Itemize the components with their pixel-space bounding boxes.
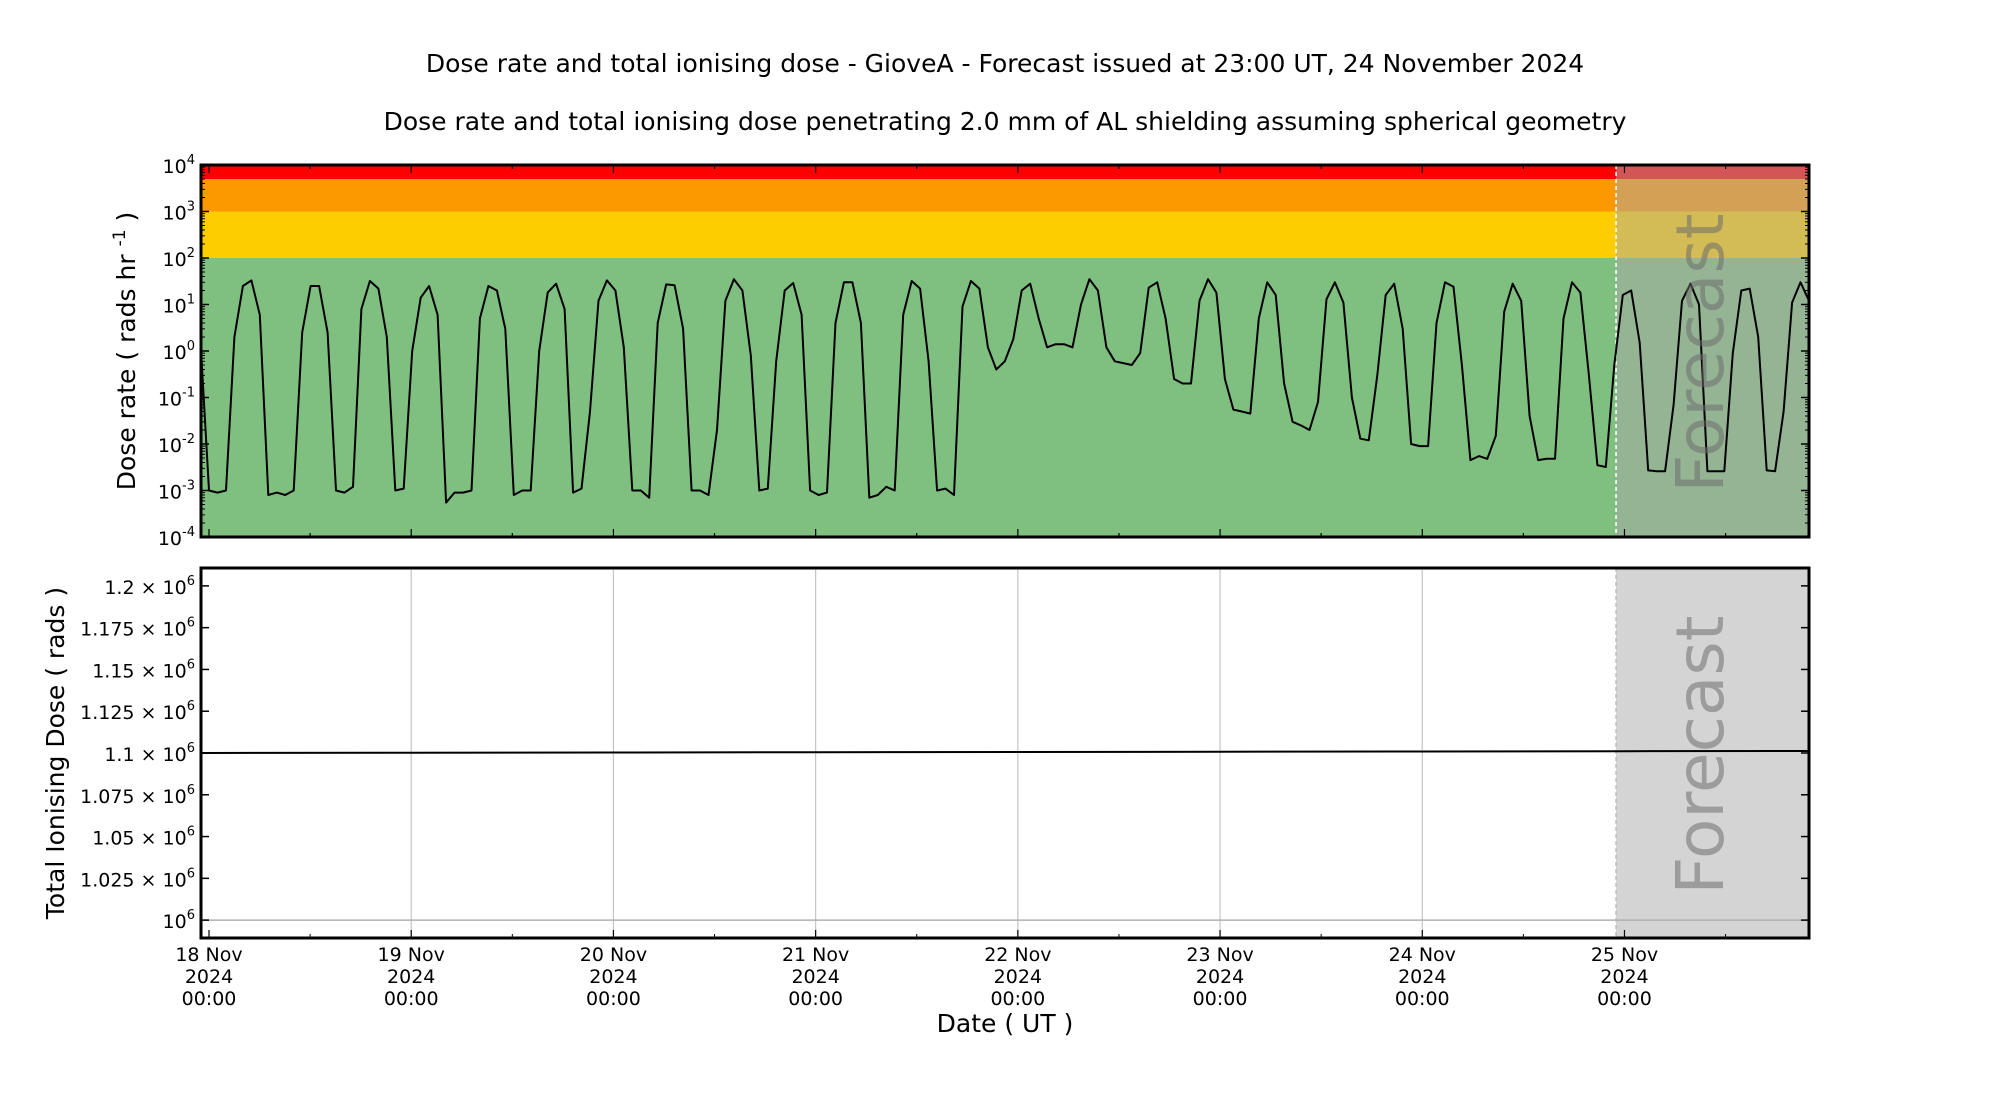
y-tick-label: 1.2 × 106 xyxy=(104,574,195,599)
y-tick-label: 1.125 × 106 xyxy=(80,699,195,724)
y-tick-label: 10-2 xyxy=(158,432,195,457)
y-tick-label: 1.175 × 106 xyxy=(80,616,195,641)
chart-title: Dose rate and total ionising dose - Giov… xyxy=(426,49,1584,78)
y-tick-label: 106 xyxy=(163,908,195,933)
x-tick-label: 00:00 xyxy=(1597,988,1652,1010)
y-axis-label: Total Ionising Dose ( rads ) xyxy=(41,587,70,920)
band-yellow xyxy=(201,211,1809,258)
y-tick-label: 100 xyxy=(163,339,195,364)
x-tick-label: 00:00 xyxy=(1395,988,1450,1010)
x-tick-label: 2024 xyxy=(589,966,637,988)
y-tick-label: 1.1 × 106 xyxy=(104,741,195,766)
y-tick-label: 10-4 xyxy=(158,525,195,550)
forecast-overlay xyxy=(1616,568,1809,938)
chart-subtitle: Dose rate and total ionising dose penetr… xyxy=(384,107,1627,136)
x-tick-label: 00:00 xyxy=(1193,988,1248,1010)
x-tick-label: 2024 xyxy=(1398,966,1446,988)
dose-rate-series-line xyxy=(199,278,1810,504)
dose-rate-panel: Forecast 104 103 102 101 100 10-1 10-2 10-3 10-4 D… xyxy=(110,153,1811,550)
x-tick-label: 24 Nov xyxy=(1389,944,1456,966)
plot-frame xyxy=(199,163,1811,539)
y-tick-label: 1.15 × 106 xyxy=(92,657,195,682)
x-axis-label: Date ( UT ) xyxy=(937,1009,1074,1038)
x-tick-label: 00:00 xyxy=(990,988,1045,1010)
x-tick-label: 19 Nov xyxy=(378,944,445,966)
x-tick-label: 2024 xyxy=(1600,966,1648,988)
x-tick-label: 25 Nov xyxy=(1591,944,1658,966)
x-tick-label: 2024 xyxy=(185,966,233,988)
x-tick-label: 23 Nov xyxy=(1186,944,1253,966)
y-tick-label: 1.025 × 106 xyxy=(80,866,195,891)
y-tick-label: 101 xyxy=(163,293,195,318)
x-tick-label: 2024 xyxy=(387,966,435,988)
x-tick-label: 18 Nov xyxy=(175,944,242,966)
y-tick-label: 10-3 xyxy=(158,479,195,504)
y-tick-label: 103 xyxy=(163,200,195,225)
y-tick-label: 1.075 × 106 xyxy=(80,783,195,808)
x-tick-label: 2024 xyxy=(791,966,839,988)
band-orange xyxy=(201,178,1809,212)
band-red xyxy=(201,165,1809,179)
x-tick-label: 00:00 xyxy=(788,988,843,1010)
plot-frame xyxy=(199,566,1811,940)
forecast-label: Forecast xyxy=(1662,615,1739,894)
x-tick-label: 00:00 xyxy=(384,988,439,1010)
y-tick-label: 104 xyxy=(163,153,195,178)
x-tick-label: 22 Nov xyxy=(984,944,1051,966)
x-tick-label: 21 Nov xyxy=(782,944,849,966)
x-tick-label: 2024 xyxy=(994,966,1042,988)
y-tick-label: 102 xyxy=(163,246,195,271)
y-axis-label: Dose rate ( rads hr -1 ) xyxy=(110,212,141,491)
x-tick-label: 2024 xyxy=(1196,966,1244,988)
y-tick-label: 10-1 xyxy=(158,386,195,411)
x-tick-label: 00:00 xyxy=(586,988,641,1010)
forecast-label: Forecast xyxy=(1662,213,1739,492)
total-dose-series-line xyxy=(200,750,1810,754)
x-tick-label: 00:00 xyxy=(182,988,237,1010)
x-tick-label: 20 Nov xyxy=(580,944,647,966)
y-tick-label: 1.05 × 106 xyxy=(92,825,195,850)
forecast-overlay xyxy=(1616,165,1809,537)
